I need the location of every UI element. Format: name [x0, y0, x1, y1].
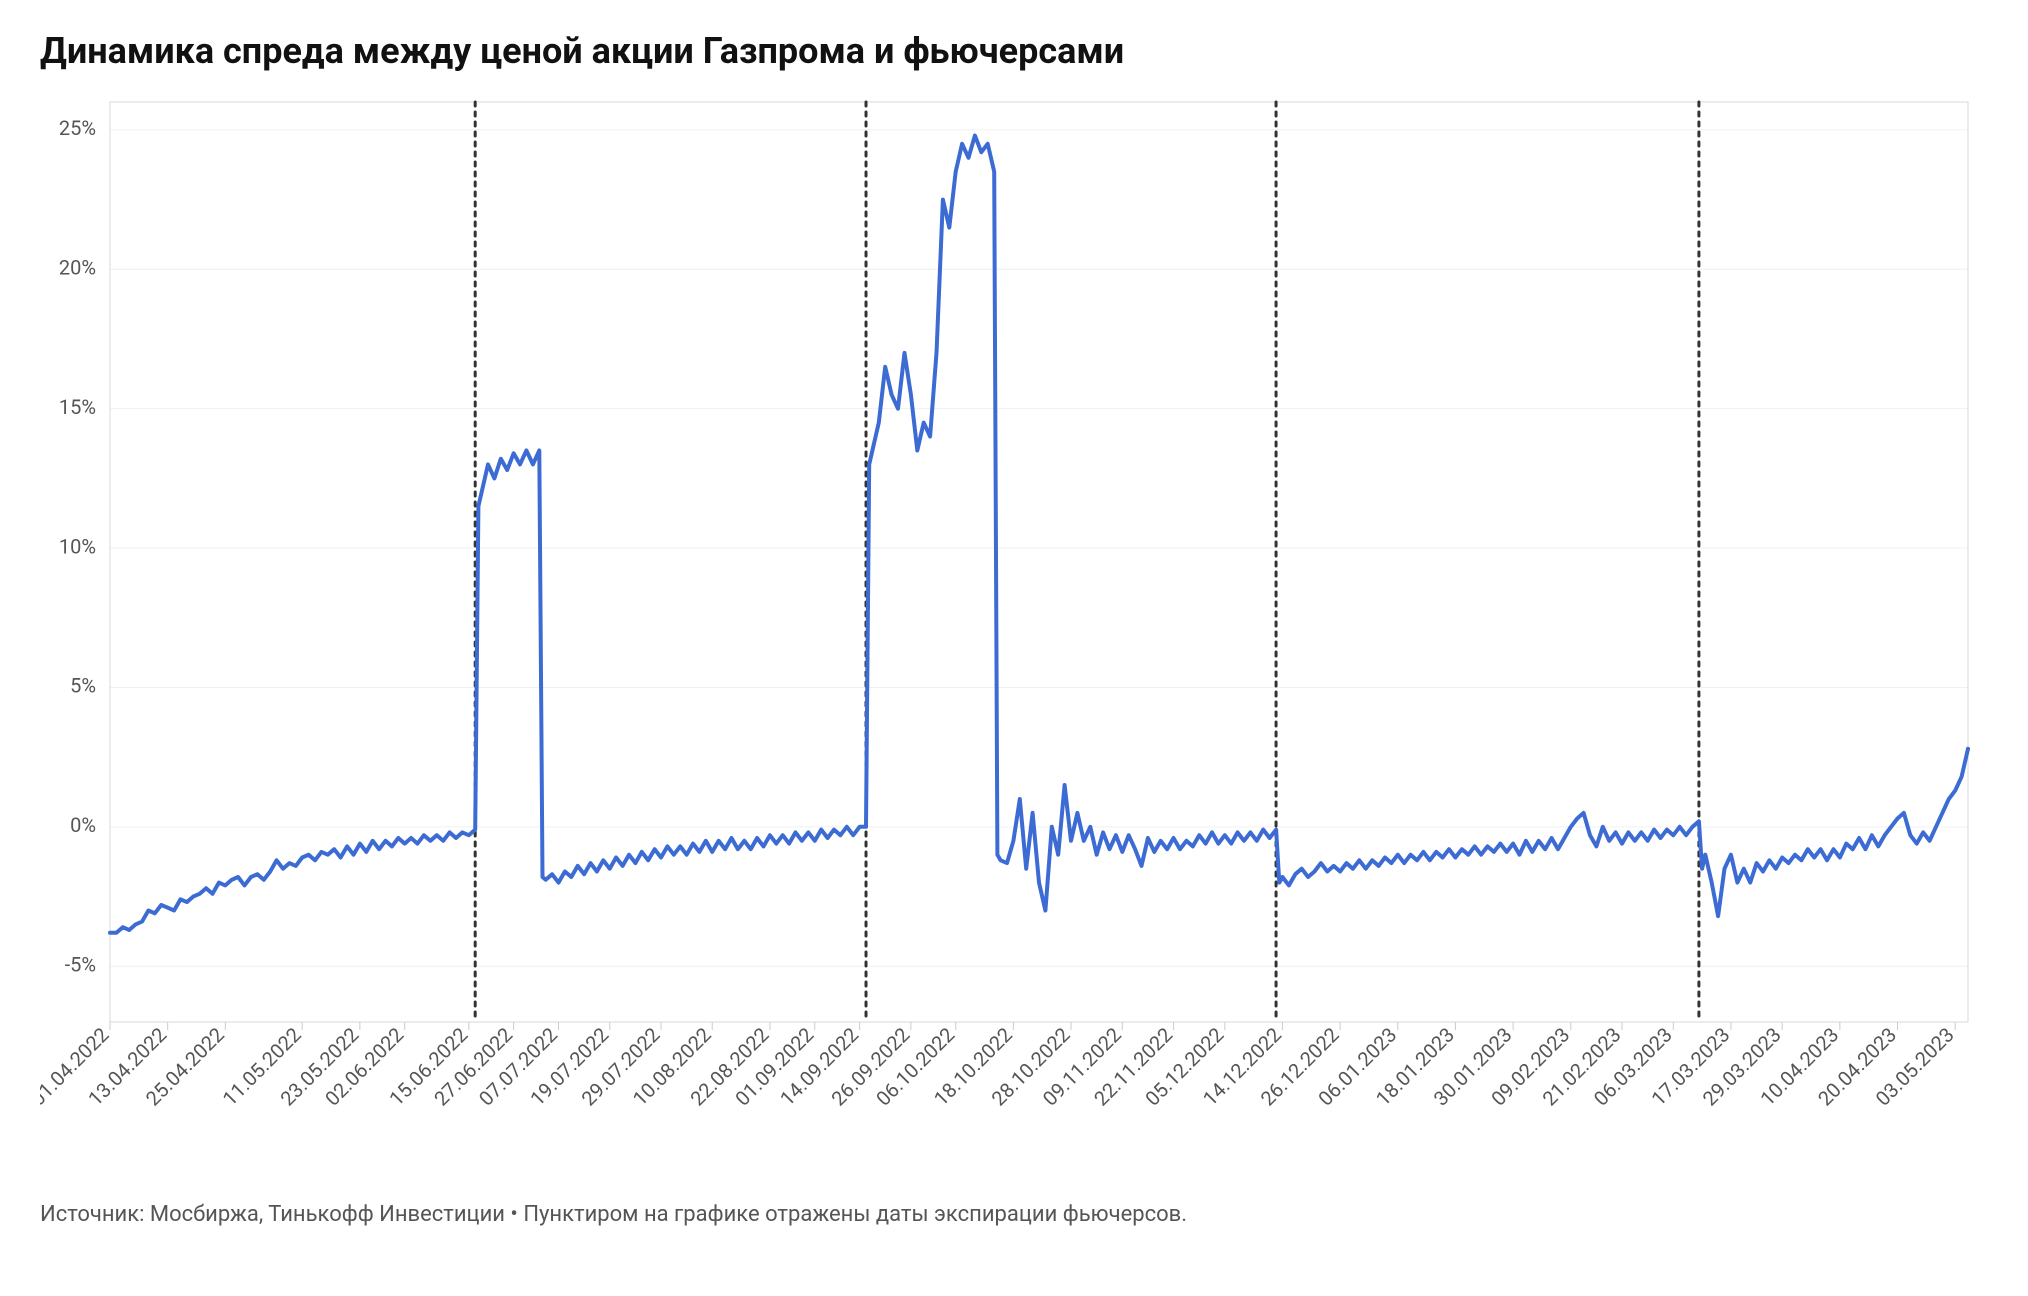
y-tick-label: 25% [59, 116, 96, 140]
y-tick-label: 5% [70, 674, 96, 698]
y-tick-label: 20% [59, 256, 96, 280]
spread-line-chart: -5%0%5%10%15%20%25%01.04.202213.04.20222… [40, 92, 1988, 1172]
source-caption: Источник: Мосбиржа, Тинькофф Инвестиции … [40, 1202, 1988, 1227]
y-tick-label: -5% [65, 953, 96, 977]
y-tick-label: 0% [70, 813, 96, 837]
y-tick-label: 15% [59, 395, 96, 419]
y-tick-label: 10% [59, 534, 96, 558]
chart-title: Динамика спреда между ценой акции Газпро… [40, 30, 1988, 72]
